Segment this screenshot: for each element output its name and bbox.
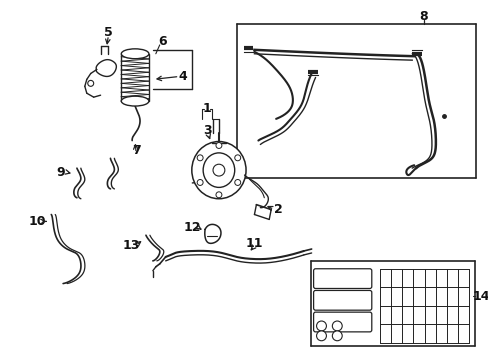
Circle shape — [332, 321, 342, 331]
Circle shape — [216, 143, 222, 148]
Circle shape — [316, 321, 326, 331]
Text: 10: 10 — [29, 215, 46, 228]
Text: 13: 13 — [122, 239, 140, 252]
Circle shape — [197, 180, 203, 185]
Circle shape — [234, 180, 240, 185]
Ellipse shape — [191, 141, 245, 199]
Circle shape — [87, 80, 94, 86]
Text: 2: 2 — [273, 203, 282, 216]
Text: 5: 5 — [104, 26, 113, 39]
Text: 9: 9 — [57, 166, 65, 179]
Text: 6: 6 — [158, 35, 167, 49]
FancyBboxPatch shape — [313, 291, 371, 310]
Circle shape — [216, 192, 222, 198]
FancyBboxPatch shape — [313, 269, 371, 288]
Circle shape — [197, 155, 203, 161]
FancyBboxPatch shape — [313, 312, 371, 332]
Text: 1: 1 — [203, 103, 211, 116]
Circle shape — [234, 155, 240, 161]
Text: 11: 11 — [245, 237, 263, 249]
Ellipse shape — [121, 49, 149, 59]
Text: 12: 12 — [183, 221, 201, 234]
Text: 14: 14 — [471, 290, 488, 303]
Circle shape — [213, 164, 224, 176]
Text: 3: 3 — [203, 124, 211, 137]
Ellipse shape — [121, 96, 149, 106]
Circle shape — [332, 331, 342, 341]
Ellipse shape — [203, 153, 234, 188]
Text: 7: 7 — [131, 144, 140, 157]
Circle shape — [316, 331, 326, 341]
Text: 4: 4 — [178, 70, 186, 83]
Text: 8: 8 — [419, 10, 427, 23]
